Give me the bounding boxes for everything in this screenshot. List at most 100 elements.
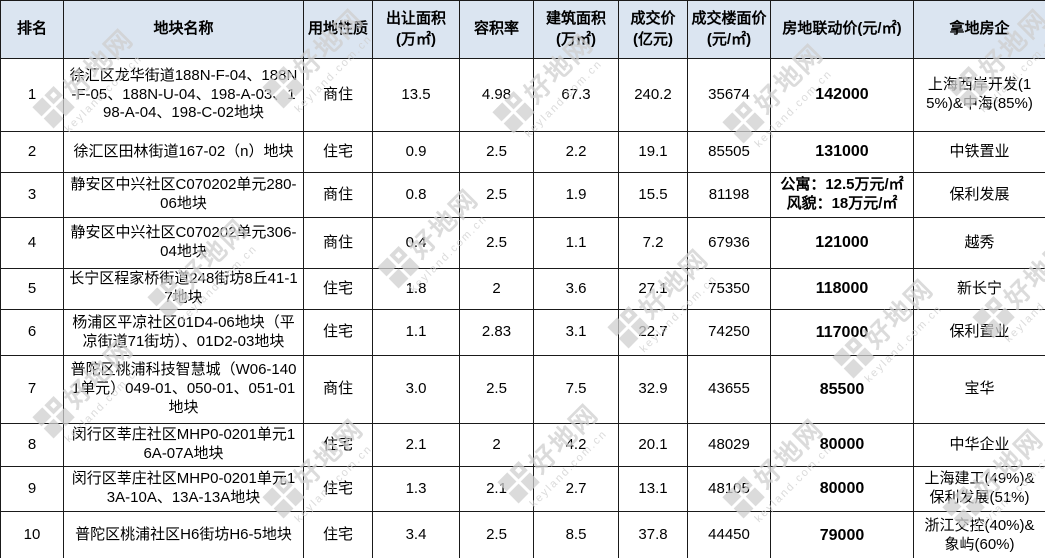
- cell-linkage_price: 80000: [770, 466, 914, 512]
- cell-plot_ratio: 2.5: [459, 355, 534, 424]
- cell-developer: 中华企业: [913, 423, 1045, 467]
- cell-building_area: 3.6: [533, 268, 619, 310]
- cell-linkage_price: 85500: [770, 355, 914, 424]
- cell-transfer_area: 1.8: [372, 268, 460, 310]
- cell-deal_price: 7.2: [618, 217, 688, 269]
- cell-plot_ratio: 2.5: [459, 511, 534, 558]
- table-row: 6 杨浦区平凉社区01D4-06地块（平凉街道71街坊）、01D2-03地块 住宅 1…: [0, 309, 1045, 356]
- cell-building_area: 1.9: [533, 172, 619, 218]
- cell-deal_price: 22.7: [618, 309, 688, 356]
- cell-rank: 4: [0, 217, 64, 269]
- cell-name: 闵行区莘庄社区MHP0-0201单元13A-10A、13A-13A地块: [63, 466, 304, 512]
- cell-developer: 中铁置业: [913, 131, 1045, 173]
- cell-name: 杨浦区平凉社区01D4-06地块（平凉街道71街坊）、01D2-03地块: [63, 309, 304, 356]
- cell-rank: 7: [0, 355, 64, 424]
- cell-rank: 6: [0, 309, 64, 356]
- cell-plot_ratio: 2.5: [459, 131, 534, 173]
- cell-transfer_area: 0.4: [372, 217, 460, 269]
- cell-plot_ratio: 2.1: [459, 466, 534, 512]
- cell-building_area: 7.5: [533, 355, 619, 424]
- cell-land_use: 住宅: [303, 309, 373, 356]
- cell-rank: 5: [0, 268, 64, 310]
- cell-developer: 上海建工(49%)&保利发展(51%): [913, 466, 1045, 512]
- cell-rank: 9: [0, 466, 64, 512]
- cell-plot_ratio: 2: [459, 268, 534, 310]
- cell-rank: 2: [0, 131, 64, 173]
- column-header-building_area: 建筑面积 (万㎡): [533, 0, 619, 59]
- cell-plot_ratio: 2.5: [459, 217, 534, 269]
- table-body: 1 徐汇区龙华街道188N-F-04、188N-F-05、188N-U-04、19…: [0, 58, 1045, 558]
- cell-name: 普陀区桃浦社区H6街坊H6-5地块: [63, 511, 304, 558]
- cell-linkage_price: 118000: [770, 268, 914, 310]
- column-header-floor_price: 成交楼面价 (元/㎡): [687, 0, 771, 59]
- cell-linkage_price: 79000: [770, 511, 914, 558]
- cell-developer: 越秀: [913, 217, 1045, 269]
- table-row: 2 徐汇区田林街道167-02（n）地块 住宅 0.9 2.5 2.2 19.1 85505 1…: [0, 131, 1045, 173]
- cell-land_use: 住宅: [303, 268, 373, 310]
- column-header-plot_ratio: 容积率: [459, 0, 534, 59]
- cell-floor_price: 67936: [687, 217, 771, 269]
- cell-land_use: 住宅: [303, 131, 373, 173]
- cell-deal_price: 13.1: [618, 466, 688, 512]
- cell-name: 静安区中兴社区C070202单元280-06地块: [63, 172, 304, 218]
- cell-building_area: 2.7: [533, 466, 619, 512]
- cell-transfer_area: 0.9: [372, 131, 460, 173]
- column-header-land_use: 用地性质: [303, 0, 373, 59]
- cell-rank: 1: [0, 58, 64, 132]
- cell-land_use: 住宅: [303, 423, 373, 467]
- cell-name: 静安区中兴社区C070202单元306-04地块: [63, 217, 304, 269]
- cell-name: 长宁区程家桥街道248街坊8丘41-17地块: [63, 268, 304, 310]
- cell-land_use: 商住: [303, 217, 373, 269]
- column-header-transfer_area: 出让面积 (万㎡): [372, 0, 460, 59]
- cell-linkage_price: 131000: [770, 131, 914, 173]
- column-header-linkage_price: 房地联动价(元/㎡): [770, 0, 914, 59]
- cell-land_use: 住宅: [303, 511, 373, 558]
- cell-name: 徐汇区田林街道167-02（n）地块: [63, 131, 304, 173]
- cell-plot_ratio: 2.83: [459, 309, 534, 356]
- table-row: 1 徐汇区龙华街道188N-F-04、188N-F-05、188N-U-04、19…: [0, 58, 1045, 132]
- cell-rank: 10: [0, 511, 64, 558]
- cell-linkage_price: 121000: [770, 217, 914, 269]
- cell-linkage_price: 80000: [770, 423, 914, 467]
- cell-transfer_area: 1.1: [372, 309, 460, 356]
- cell-floor_price: 81198: [687, 172, 771, 218]
- cell-linkage_price: 117000: [770, 309, 914, 356]
- cell-floor_price: 43655: [687, 355, 771, 424]
- cell-floor_price: 85505: [687, 131, 771, 173]
- table-row: 10 普陀区桃浦社区H6街坊H6-5地块 住宅 3.4 2.5 8.5 37.8 44450 7…: [0, 511, 1045, 558]
- cell-developer: 保利发展: [913, 172, 1045, 218]
- cell-floor_price: 44450: [687, 511, 771, 558]
- cell-rank: 8: [0, 423, 64, 467]
- cell-developer: 新长宁: [913, 268, 1045, 310]
- cell-linkage_price: 142000: [770, 58, 914, 132]
- cell-name: 徐汇区龙华街道188N-F-04、188N-F-05、188N-U-04、198…: [63, 58, 304, 132]
- cell-deal_price: 240.2: [618, 58, 688, 132]
- cell-floor_price: 35674: [687, 58, 771, 132]
- column-header-developer: 拿地房企: [913, 0, 1045, 59]
- cell-building_area: 3.1: [533, 309, 619, 356]
- cell-developer: 上海西岸开发(15%)&中海(85%): [913, 58, 1045, 132]
- cell-building_area: 1.1: [533, 217, 619, 269]
- cell-linkage_price: 公寓：12.5万元/㎡ 风貌：18万元/㎡: [770, 172, 914, 218]
- column-header-rank: 排名: [0, 0, 64, 59]
- cell-land_use: 住宅: [303, 466, 373, 512]
- cell-developer: 浙江交控(40%)&象屿(60%): [913, 511, 1045, 558]
- cell-building_area: 8.5: [533, 511, 619, 558]
- cell-floor_price: 48105: [687, 466, 771, 512]
- column-header-deal_price: 成交价 (亿元): [618, 0, 688, 59]
- cell-building_area: 2.2: [533, 131, 619, 173]
- cell-floor_price: 74250: [687, 309, 771, 356]
- cell-floor_price: 48029: [687, 423, 771, 467]
- cell-plot_ratio: 4.98: [459, 58, 534, 132]
- cell-transfer_area: 13.5: [372, 58, 460, 132]
- cell-transfer_area: 1.3: [372, 466, 460, 512]
- cell-transfer_area: 2.1: [372, 423, 460, 467]
- cell-deal_price: 32.9: [618, 355, 688, 424]
- cell-land_use: 商住: [303, 172, 373, 218]
- table-row: 7 普陀区桃浦科技智慧城（W06-1401单元）049-01、050-01、051…: [0, 355, 1045, 424]
- cell-plot_ratio: 2.5: [459, 172, 534, 218]
- cell-rank: 3: [0, 172, 64, 218]
- cell-developer: 宝华: [913, 355, 1045, 424]
